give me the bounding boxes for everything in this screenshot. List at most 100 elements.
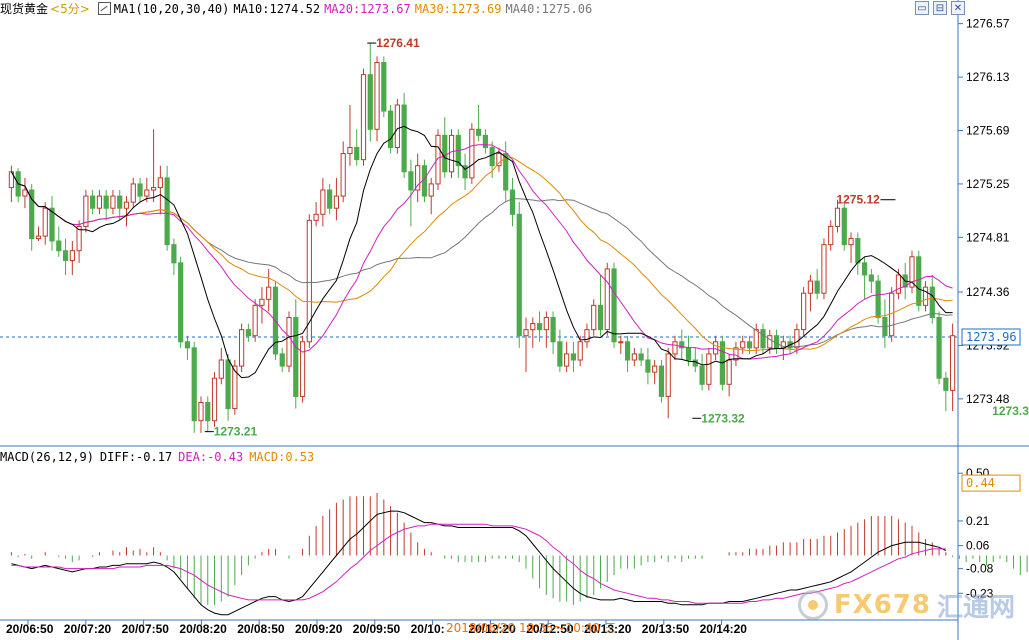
candle-body — [144, 189, 150, 197]
candle-body — [35, 235, 42, 240]
candle-body — [428, 183, 434, 197]
macd-params-label[interactable]: MACD(26,12,9) — [0, 450, 94, 464]
price-tick-label: 1273.48 — [966, 392, 1010, 406]
candle-body — [259, 298, 265, 306]
candle-body — [604, 268, 610, 331]
candle-body — [665, 353, 671, 397]
macd-dea-value: DEA:-0.43 — [178, 450, 244, 464]
time-tick-label: 20/12:20 — [468, 622, 516, 636]
candle-body — [530, 323, 536, 331]
period-label[interactable]: <5分> — [50, 2, 90, 16]
macd-current-tag — [961, 474, 1021, 492]
candle-body — [340, 153, 346, 197]
candle-body — [42, 207, 48, 237]
candle-body — [279, 353, 285, 367]
candle-body — [726, 359, 732, 385]
candle-body — [96, 195, 103, 209]
candle-body — [692, 359, 698, 367]
candle-body — [266, 286, 272, 300]
time-tick-label: 20/08:20 — [179, 622, 227, 636]
candle-body — [733, 347, 739, 361]
candle-body — [828, 225, 834, 246]
candle-body — [69, 250, 75, 261]
candle-body — [516, 213, 522, 337]
watermark: FX678 汇通网 — [797, 587, 1015, 623]
macd-tick-label: -0.08 — [966, 562, 994, 576]
candle-body — [347, 147, 353, 155]
macd-dea-line — [11, 523, 946, 604]
macd-macd-value: MACD:0.53 — [249, 450, 315, 464]
ma10-value: MA10:1274.52 — [233, 2, 321, 16]
candle-body — [536, 323, 543, 331]
candle-body — [929, 286, 935, 318]
candle-body — [916, 256, 922, 306]
candle-body — [387, 110, 394, 148]
time-tick-label: 20/10: — [411, 622, 445, 636]
candle-body — [760, 329, 766, 349]
candle-body — [367, 74, 373, 130]
candle-body — [570, 353, 577, 361]
candle-body — [496, 153, 502, 167]
candle-body — [448, 134, 455, 173]
minimize-window-icon[interactable]: ▭ — [915, 1, 929, 15]
candle-body — [685, 347, 692, 361]
candle-body — [252, 304, 258, 337]
candle-body — [909, 256, 915, 288]
time-tick-label: 20/13:50 — [642, 622, 690, 636]
candle-body — [123, 201, 130, 209]
candle-body — [855, 238, 861, 264]
candle-body — [767, 335, 773, 349]
restore-window-icon[interactable]: ⊟ — [933, 1, 947, 15]
candle-body — [225, 359, 231, 410]
low-annotation: 1273.38 — [992, 404, 1029, 418]
candle-body — [327, 189, 333, 209]
candle-body — [679, 341, 685, 349]
candle-body — [564, 353, 570, 367]
chart-header: 现货黄金 <5分> MA1(10,20,30,40) MA10:1274.52 MA20… — [0, 0, 910, 20]
candle-body — [746, 341, 753, 349]
candle-body — [950, 335, 956, 391]
candle-body — [117, 195, 123, 209]
candle-body — [22, 189, 28, 197]
candle-body — [90, 195, 96, 209]
macd-header: MACD(26,12,9) DIFF:-0.17 DEA:-0.43 MACD:0.5… — [0, 449, 320, 467]
candle-body — [469, 128, 475, 179]
time-tick-label: 20/06:50 — [6, 622, 54, 636]
candle-body — [801, 292, 807, 331]
candle-body — [76, 225, 82, 252]
ma20-line — [10, 144, 953, 360]
high-annotation: 1276.41 — [376, 36, 420, 50]
candle-body — [157, 177, 163, 189]
symbol-name[interactable]: 现货黄金 — [0, 2, 49, 16]
indicator-chart-icon[interactable] — [97, 2, 111, 15]
time-tick-label: 20/08:50 — [237, 622, 285, 636]
candle-body — [868, 274, 874, 282]
candle-body — [577, 341, 583, 361]
candle-body — [597, 304, 604, 331]
candle-body — [394, 104, 400, 148]
candle-body — [482, 134, 488, 149]
candle-body — [922, 286, 929, 306]
candle-body — [218, 359, 224, 379]
macd-tick-label: 0.06 — [966, 539, 990, 553]
candle-body — [211, 377, 218, 422]
candle-body — [476, 128, 482, 136]
candle-body — [205, 402, 211, 422]
candle-body — [584, 329, 590, 343]
candle-body — [137, 183, 143, 197]
candle-body — [713, 341, 719, 355]
price-tick-label: 1276.13 — [966, 70, 1010, 84]
ma-params-label[interactable]: MA1(10,20,30,40) — [113, 2, 230, 16]
candle-body — [550, 317, 556, 343]
candle-body — [29, 189, 35, 240]
candle-body — [848, 238, 854, 246]
close-window-icon[interactable]: ✕ — [951, 1, 965, 15]
candle-body — [49, 207, 55, 242]
time-tick-label: 20/14:20 — [700, 622, 748, 636]
candle-body — [794, 329, 800, 349]
ma40-value: MA40:1275.06 — [505, 2, 593, 16]
current-price-tag — [961, 328, 1021, 346]
candle-body — [360, 74, 367, 161]
candle-body — [618, 341, 624, 344]
